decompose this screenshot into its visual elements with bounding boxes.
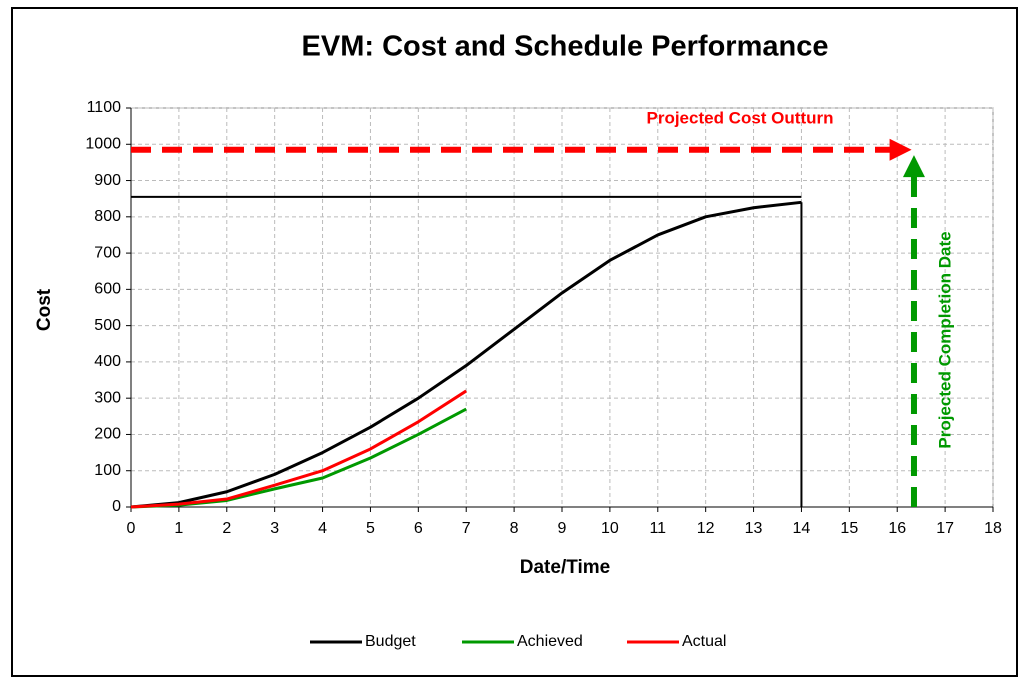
y-tick-label: 900 xyxy=(94,172,121,189)
y-axis-label: Cost xyxy=(34,288,55,331)
x-tick-label: 13 xyxy=(745,520,763,537)
projected-date-label: Projected Completion Date xyxy=(935,231,954,448)
y-tick-label: 0 xyxy=(112,498,121,515)
y-tick-label: 1000 xyxy=(85,135,121,152)
legend-label: Actual xyxy=(682,633,726,650)
x-tick-label: 6 xyxy=(414,520,423,537)
x-tick-label: 18 xyxy=(984,520,1002,537)
y-tick-label: 600 xyxy=(94,281,121,298)
legend-label: Budget xyxy=(365,633,416,650)
y-tick-label: 300 xyxy=(94,389,121,406)
projected-cost-label: Projected Cost Outturn xyxy=(646,108,833,127)
x-tick-label: 14 xyxy=(793,520,811,537)
legend-label: Achieved xyxy=(517,633,583,650)
x-tick-label: 10 xyxy=(601,520,619,537)
x-tick-label: 5 xyxy=(366,520,375,537)
y-tick-label: 400 xyxy=(94,353,121,370)
chart-title: EVM: Cost and Schedule Performance xyxy=(302,31,829,63)
x-tick-label: 11 xyxy=(649,520,666,537)
x-tick-label: 9 xyxy=(558,520,567,537)
x-tick-label: 17 xyxy=(936,520,954,537)
x-tick-label: 1 xyxy=(174,520,183,537)
y-tick-label: 200 xyxy=(94,426,121,443)
x-tick-label: 8 xyxy=(510,520,519,537)
x-tick-label: 2 xyxy=(222,520,231,537)
x-tick-label: 7 xyxy=(462,520,471,537)
series-line xyxy=(130,389,468,509)
y-tick-label: 800 xyxy=(94,208,121,225)
projected-cost-arrow xyxy=(889,138,912,161)
y-tick-label: 700 xyxy=(94,244,121,261)
x-tick-label: 0 xyxy=(127,520,136,537)
y-tick-label: 100 xyxy=(94,462,121,479)
x-tick-label: 15 xyxy=(840,520,858,537)
x-tick-label: 16 xyxy=(888,520,906,537)
x-tick-label: 4 xyxy=(318,520,327,537)
y-tick-label: 500 xyxy=(94,317,121,334)
series-line xyxy=(130,200,802,509)
projected-date-arrow xyxy=(902,155,925,178)
x-tick-label: 12 xyxy=(697,520,715,537)
y-tick-label: 1100 xyxy=(87,99,122,116)
x-tick-label: 3 xyxy=(270,520,279,537)
x-axis-label: Date/Time xyxy=(520,557,610,578)
